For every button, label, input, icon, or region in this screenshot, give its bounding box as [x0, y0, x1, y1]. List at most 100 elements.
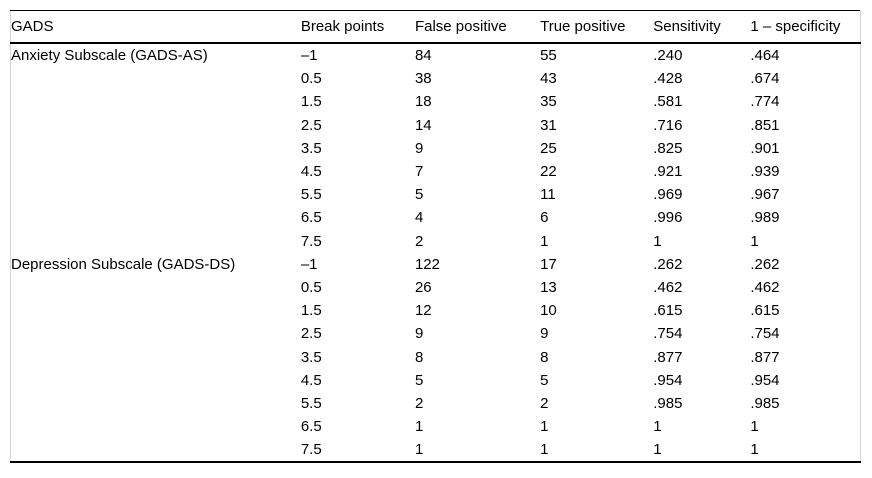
- cell-sensitivity: .428: [653, 70, 683, 88]
- cell-true-positive: 17: [540, 255, 557, 273]
- cell-break-point: 6.5: [300, 209, 322, 227]
- cell-false-positive: 1: [414, 441, 424, 459]
- cell-1-minus-specificity: .774: [750, 93, 780, 111]
- cell-break-point: 2.5: [300, 116, 322, 134]
- cell-true-positive: 13: [540, 278, 557, 296]
- cell-sensitivity: .581: [653, 93, 683, 111]
- cell-break-point: 5.5: [300, 394, 322, 412]
- cell-false-positive: 9: [414, 139, 424, 157]
- cell-false-positive: 8: [414, 348, 424, 366]
- cell-break-point: 2.5: [300, 325, 322, 343]
- cell-false-positive: 9: [414, 325, 424, 343]
- cell-true-positive: 22: [540, 163, 557, 181]
- table-row: 4.5 7 22 .921 .939: [11, 160, 861, 183]
- table-row: 1.5 12 10 .615 .615: [11, 299, 861, 322]
- cell-true-positive: 6: [540, 209, 549, 227]
- cell-gads-subscale: Depression Subscale (GADS-DS): [11, 255, 236, 273]
- cell-false-positive: 18: [414, 93, 432, 111]
- cell-false-positive: 5: [414, 371, 424, 389]
- cell-gads-subscale: [11, 276, 301, 299]
- table-row: Anxiety Subscale (GADS-AS) –1 84 55 .240…: [11, 43, 861, 67]
- cell-false-positive: 4: [414, 209, 424, 227]
- cell-break-point: 3.5: [300, 348, 322, 366]
- cell-false-positive: 2: [414, 232, 424, 250]
- cell-gads-subscale: [11, 299, 301, 322]
- table-header: GADS Break points False positive True po…: [10, 10, 861, 44]
- cell-sensitivity: .985: [653, 394, 683, 412]
- cell-false-positive: 26: [414, 278, 432, 296]
- cell-true-positive: 31: [540, 116, 557, 134]
- cell-gads-subscale: [11, 90, 301, 113]
- cell-1-minus-specificity: 1: [750, 232, 759, 250]
- cell-true-positive: 55: [540, 47, 557, 65]
- cell-gads-subscale: [11, 438, 301, 462]
- cell-gads-subscale: [11, 345, 301, 368]
- cell-1-minus-specificity: .989: [750, 209, 780, 227]
- cell-break-point: 3.5: [300, 139, 322, 157]
- cell-gads-subscale: [11, 114, 301, 137]
- cell-break-point: 1.5: [300, 302, 322, 320]
- cell-1-minus-specificity: .462: [750, 278, 780, 296]
- cell-false-positive: 12: [414, 302, 432, 320]
- table-row: 0.5 26 13 .462 .462: [11, 276, 861, 299]
- cell-break-point: –1: [300, 47, 318, 65]
- cell-1-minus-specificity: .464: [750, 47, 780, 65]
- table-row: 2.5 9 9 .754 .754: [11, 322, 861, 345]
- cell-true-positive: 43: [540, 70, 557, 88]
- cell-1-minus-specificity: .967: [750, 186, 780, 204]
- cell-false-positive: 5: [414, 186, 424, 204]
- cell-gads-subscale: [11, 160, 301, 183]
- cell-break-point: 5.5: [300, 186, 322, 204]
- cell-sensitivity: .262: [653, 255, 683, 273]
- cell-1-minus-specificity: .851: [750, 116, 780, 134]
- gads-roc-table: GADS Break points False positive True po…: [10, 10, 861, 464]
- cell-break-point: 4.5: [300, 371, 322, 389]
- cell-break-point: 1.5: [300, 93, 322, 111]
- cell-true-positive: 25: [540, 139, 557, 157]
- cell-gads-subscale: [11, 206, 301, 229]
- table-row: 2.5 14 31 .716 .851: [11, 114, 861, 137]
- cell-gads-subscale: [11, 369, 301, 392]
- cell-sensitivity: .240: [653, 47, 683, 65]
- cell-sensitivity: .969: [653, 186, 683, 204]
- cell-true-positive: 1: [540, 418, 549, 436]
- cell-1-minus-specificity: .939: [750, 163, 780, 181]
- cell-break-point: –1: [300, 255, 318, 273]
- cell-false-positive: 1: [414, 418, 424, 436]
- cell-true-positive: 1: [540, 441, 549, 459]
- table-row: 6.5 1 1 1 1: [11, 415, 861, 438]
- cell-false-positive: 122: [414, 255, 440, 273]
- cell-1-minus-specificity: .615: [750, 302, 780, 320]
- cell-sensitivity: .996: [653, 209, 683, 227]
- cell-1-minus-specificity: .954: [750, 371, 780, 389]
- cell-sensitivity: 1: [653, 232, 662, 250]
- cell-sensitivity: .754: [653, 325, 683, 343]
- column-header-true-positive: True positive: [540, 10, 654, 44]
- cell-false-positive: 7: [414, 163, 424, 181]
- cell-sensitivity: .462: [653, 278, 683, 296]
- table-row: 5.5 5 11 .969 .967: [11, 183, 861, 206]
- table-row: 0.5 38 43 .428 .674: [11, 67, 861, 90]
- cell-1-minus-specificity: .877: [750, 348, 780, 366]
- roc-analysis-table-container: GADS Break points False positive True po…: [10, 10, 861, 464]
- column-header-break-points: Break points: [300, 10, 415, 44]
- header-row: GADS Break points False positive True po…: [10, 10, 861, 44]
- cell-1-minus-specificity: .674: [750, 70, 780, 88]
- column-header-false-positive: False positive: [414, 10, 541, 44]
- cell-false-positive: 84: [414, 47, 432, 65]
- cell-sensitivity: 1: [653, 418, 662, 436]
- cell-1-minus-specificity: .901: [750, 139, 780, 157]
- cell-false-positive: 14: [414, 116, 432, 134]
- cell-gads-subscale: Anxiety Subscale (GADS-AS): [11, 47, 208, 65]
- cell-break-point: 0.5: [300, 278, 322, 296]
- cell-gads-subscale: [11, 415, 301, 438]
- cell-gads-subscale: [11, 67, 301, 90]
- cell-gads-subscale: [11, 137, 301, 160]
- cell-1-minus-specificity: .754: [750, 325, 780, 343]
- cell-gads-subscale: [11, 230, 301, 253]
- cell-true-positive: 11: [540, 186, 556, 204]
- cell-true-positive: 35: [540, 93, 557, 111]
- cell-sensitivity: .954: [653, 371, 683, 389]
- cell-gads-subscale: [11, 392, 301, 415]
- cell-true-positive: 2: [540, 394, 549, 412]
